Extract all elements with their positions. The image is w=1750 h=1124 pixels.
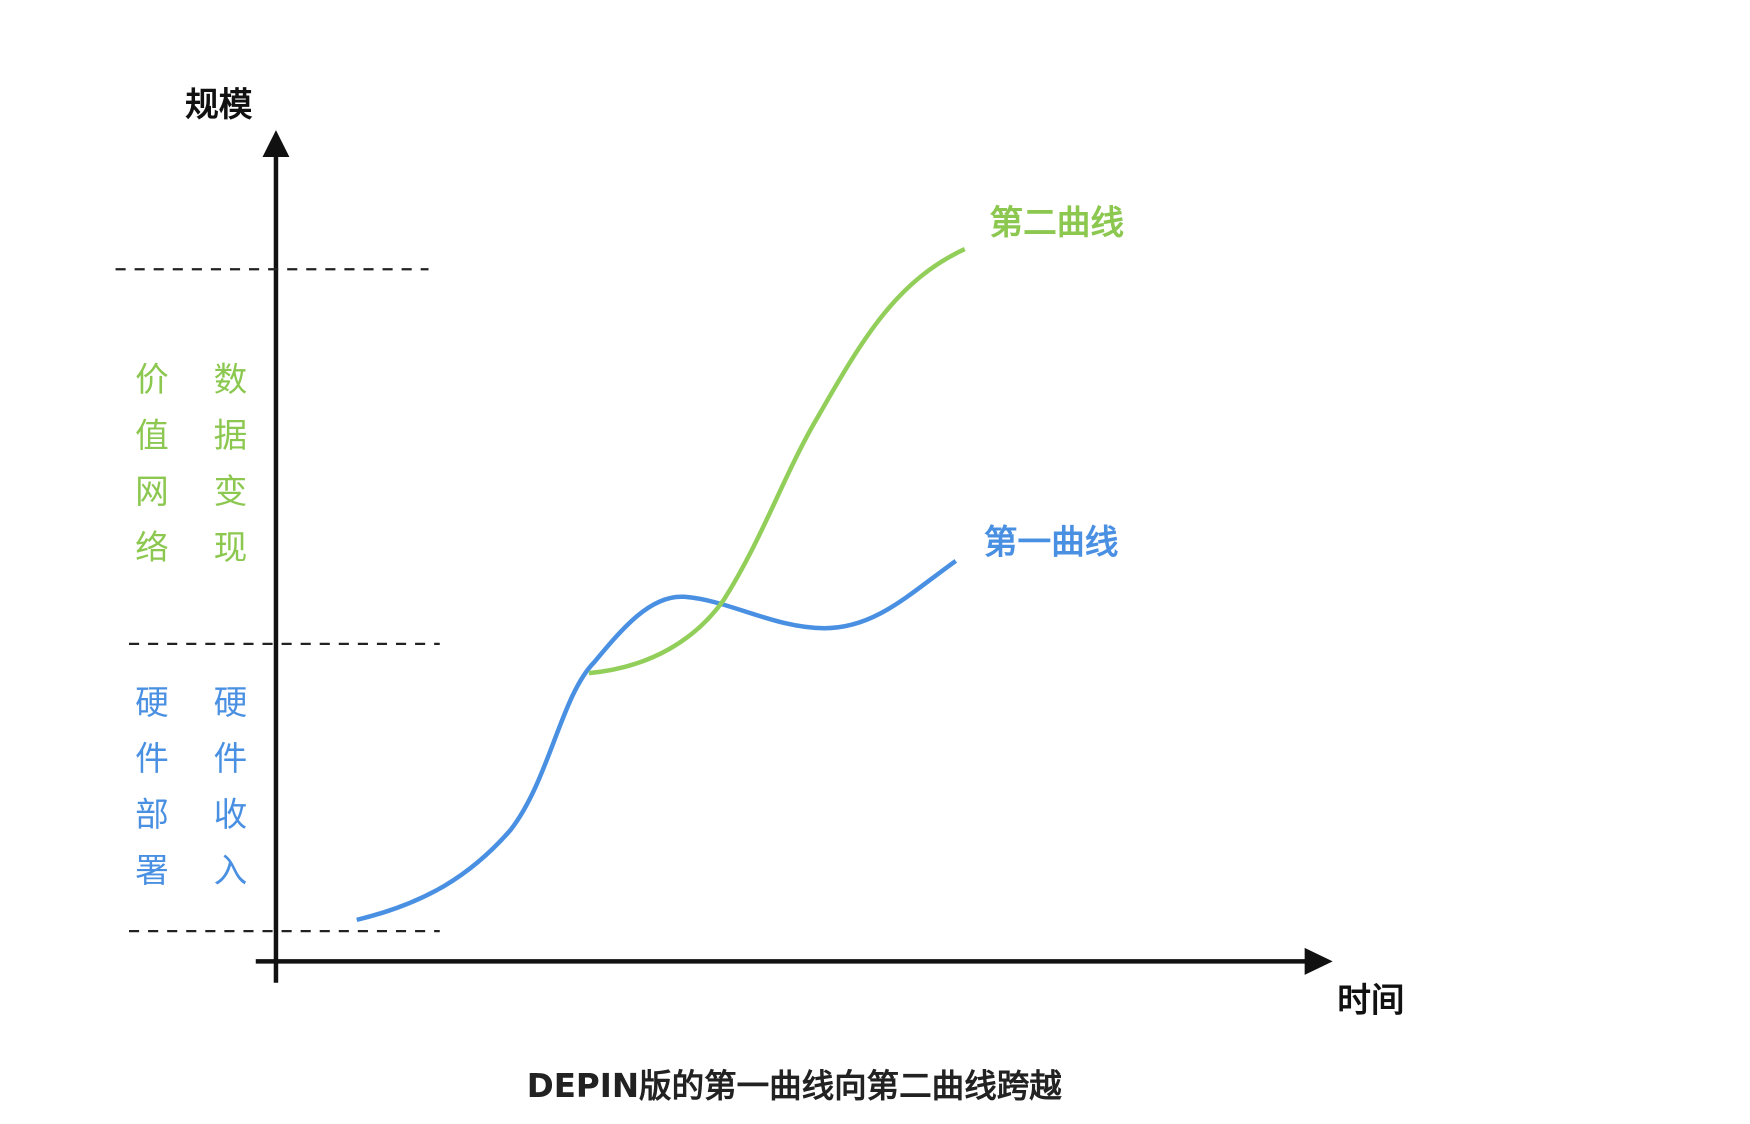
- curve-label: 第一曲线: [984, 523, 1119, 562]
- second-curve: [588, 247, 966, 676]
- caption: DEPIN版的第一曲线向第二曲线跨越: [527, 1067, 1063, 1105]
- y-axis-label: 规模: [185, 85, 253, 124]
- dashed-lines: [115, 268, 440, 933]
- diagram-content: 规模 时间 价值网络 数据变现 硬件部署 硬件收入 第二曲线 第一曲线 DEPI…: [115, 85, 1404, 1105]
- first-curve: [356, 559, 958, 923]
- x-axis-label: 时间: [1337, 980, 1404, 1019]
- zone-text: 硬件部署: [129, 684, 168, 908]
- curve-label: 第二曲线: [989, 203, 1124, 242]
- y-arrow: [262, 130, 290, 158]
- x-arrow: [1304, 947, 1333, 975]
- zone-text: 硬件收入: [208, 684, 247, 908]
- zone-text: 数据变现: [208, 361, 247, 586]
- zone-text: 价值网络: [129, 361, 168, 585]
